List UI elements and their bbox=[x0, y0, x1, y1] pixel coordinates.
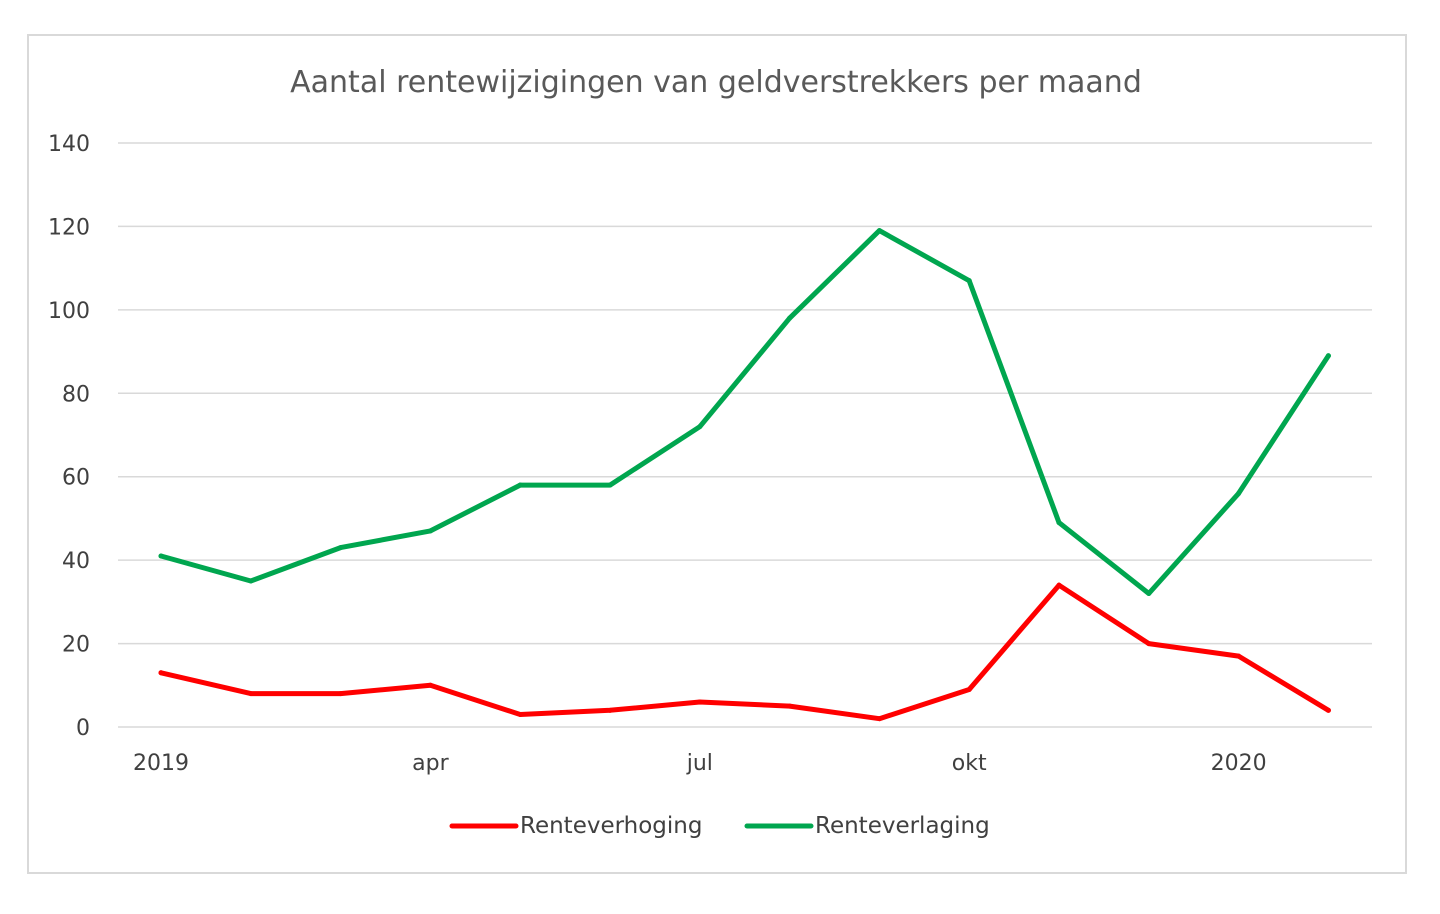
x-axis-ticks: 2019 apr jul okt 2020 bbox=[133, 751, 1267, 776]
series-line-renteverlaging bbox=[158, 228, 1331, 596]
chart-title: Aantal rentewijzigingen van geldverstrek… bbox=[290, 65, 1142, 100]
chart-frame bbox=[27, 34, 1407, 874]
data-point bbox=[787, 315, 793, 321]
y-tick-label: 120 bbox=[48, 215, 90, 240]
data-point bbox=[1236, 490, 1242, 496]
data-point bbox=[787, 703, 793, 709]
legend-label: Renteverhoging bbox=[520, 813, 702, 839]
data-point bbox=[966, 686, 972, 692]
y-tick-label: 140 bbox=[48, 132, 90, 157]
data-point bbox=[517, 482, 523, 488]
x-tick-label: 2020 bbox=[1211, 751, 1267, 776]
y-tick-label: 20 bbox=[62, 633, 90, 658]
series-line-renteverhoging bbox=[158, 582, 1331, 722]
data-point bbox=[427, 528, 433, 534]
y-tick-label: 60 bbox=[62, 466, 90, 491]
data-point bbox=[1325, 707, 1331, 713]
y-tick-label: 100 bbox=[48, 299, 90, 324]
data-point bbox=[338, 545, 344, 551]
legend-label: Renteverlaging bbox=[815, 813, 990, 839]
data-point bbox=[338, 691, 344, 697]
data-point bbox=[158, 670, 164, 676]
y-tick-label: 0 bbox=[76, 716, 90, 741]
x-tick-label: jul bbox=[686, 751, 713, 776]
data-point bbox=[1146, 591, 1152, 597]
data-point bbox=[427, 682, 433, 688]
y-tick-label: 40 bbox=[62, 549, 90, 574]
data-point bbox=[966, 278, 972, 284]
data-point bbox=[248, 691, 254, 697]
data-point bbox=[1325, 353, 1331, 359]
x-tick-label: apr bbox=[412, 751, 449, 776]
data-point bbox=[697, 424, 703, 430]
data-point bbox=[1056, 520, 1062, 526]
gridlines bbox=[118, 142, 1372, 728]
data-point bbox=[517, 711, 523, 717]
series-lines bbox=[158, 228, 1331, 722]
data-point bbox=[697, 699, 703, 705]
data-point bbox=[248, 578, 254, 584]
data-point bbox=[1146, 641, 1152, 647]
y-axis-ticks: 0 20 40 60 80 100 120 140 bbox=[48, 132, 90, 741]
data-point bbox=[158, 553, 164, 559]
data-point bbox=[876, 228, 882, 234]
legend: Renteverhoging Renteverlaging bbox=[449, 813, 990, 839]
data-point bbox=[1056, 582, 1062, 588]
x-tick-label: okt bbox=[952, 751, 987, 776]
data-point bbox=[607, 707, 613, 713]
data-point bbox=[1236, 653, 1242, 659]
x-tick-label: 2019 bbox=[133, 751, 189, 776]
data-point bbox=[607, 482, 613, 488]
data-point bbox=[876, 716, 882, 722]
y-tick-label: 80 bbox=[62, 382, 90, 407]
